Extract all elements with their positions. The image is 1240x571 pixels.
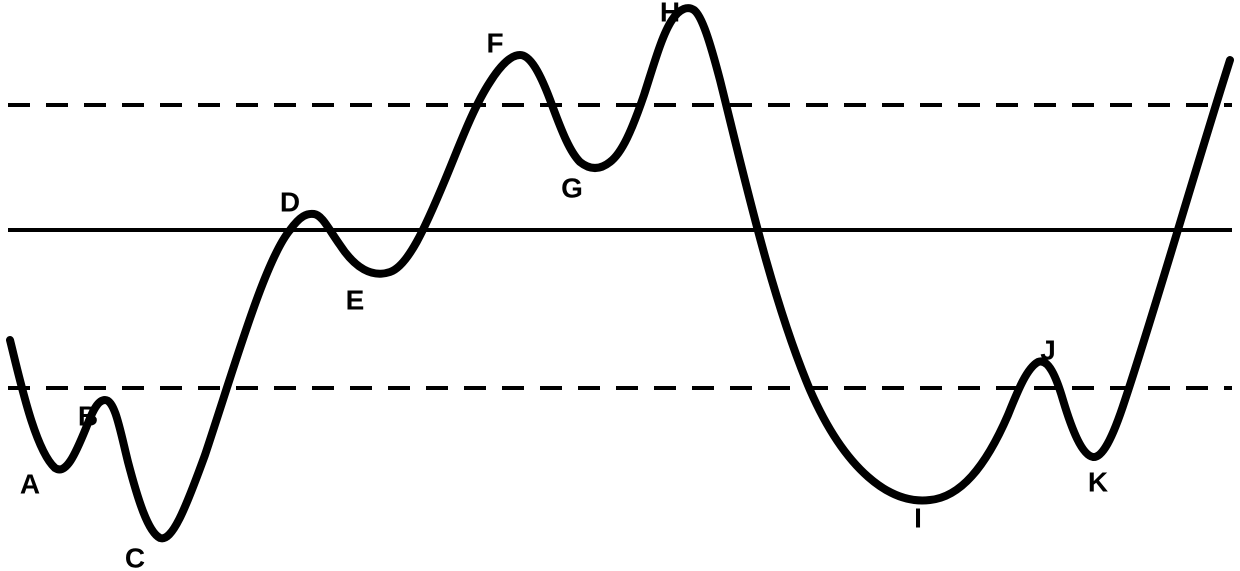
point-label-k: K	[1088, 466, 1108, 497]
point-label-g: G	[561, 172, 583, 203]
point-label-e: E	[346, 284, 365, 315]
point-label-h: H	[660, 0, 680, 27]
point-label-j: J	[1040, 334, 1056, 365]
point-label-b: B	[78, 400, 98, 431]
point-label-c: C	[125, 542, 145, 571]
point-label-d: D	[280, 186, 300, 217]
point-label-f: F	[486, 27, 503, 58]
point-label-i: I	[914, 502, 922, 533]
point-label-a: A	[20, 468, 40, 499]
signal-diagram: A B C D E F G H I J K	[0, 0, 1240, 571]
plot-background	[0, 0, 1240, 571]
